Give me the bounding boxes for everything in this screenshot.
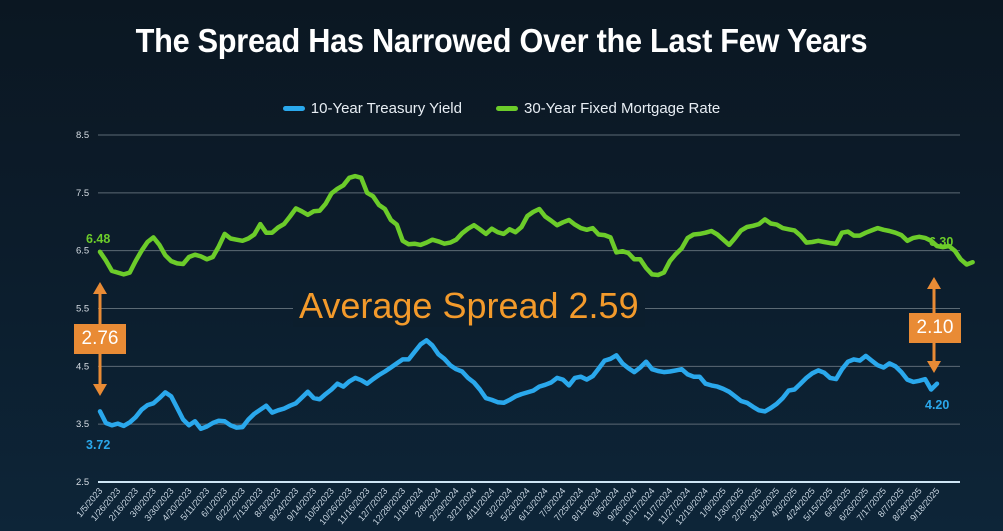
legend-item-mortgage: 30-Year Fixed Mortgage Rate <box>495 100 721 117</box>
end-treasury-label: 4.20 <box>925 398 950 412</box>
start-mortgage-label: 6.48 <box>86 232 111 246</box>
legend-item-treasury: 10-Year Treasury Yield <box>282 100 462 117</box>
series-lines <box>97 173 975 432</box>
arrow-down-icon <box>927 361 941 373</box>
arrow-up-icon <box>93 282 107 294</box>
y-tick-label: 6.5 <box>76 246 89 257</box>
x-axis-ticks: 1/5/20231/26/20232/16/20233/9/20233/30/2… <box>74 486 941 527</box>
gridlines <box>98 134 960 483</box>
legend-swatch-treasury <box>282 106 305 111</box>
arrow-up-icon <box>927 277 941 289</box>
chart-title: The Spread Has Narrowed Over the Last Fe… <box>135 22 868 59</box>
y-tick-label: 7.5 <box>76 188 89 199</box>
y-tick-label: 3.5 <box>76 419 89 430</box>
y-tick-label: 5.5 <box>76 304 89 315</box>
legend-label-treasury: 10-Year Treasury Yield <box>310 100 462 117</box>
end-spread-box: 2.10 <box>909 313 961 343</box>
y-axis-ticks: 8.5 7.5 6.5 5.5 4.5 3.5 2.5 <box>76 130 89 488</box>
treasury-line <box>97 338 940 432</box>
y-tick-label: 2.5 <box>76 477 89 488</box>
spread-arrows <box>93 277 941 396</box>
arrow-down-icon <box>93 384 107 396</box>
y-tick-label: 4.5 <box>76 361 89 372</box>
legend: 10-Year Treasury Yield 30-Year Fixed Mor… <box>0 100 1003 117</box>
legend-label-mortgage: 30-Year Fixed Mortgage Rate <box>523 100 721 117</box>
y-tick-label: 8.5 <box>76 130 89 141</box>
average-spread-label: Average Spread 2.59 <box>293 285 645 327</box>
mortgage-line <box>97 173 975 278</box>
legend-swatch-mortgage <box>495 106 518 111</box>
end-mortgage-label: 6.30 <box>929 235 954 249</box>
start-spread-box: 2.76 <box>74 324 126 354</box>
start-treasury-label: 3.72 <box>86 438 111 452</box>
